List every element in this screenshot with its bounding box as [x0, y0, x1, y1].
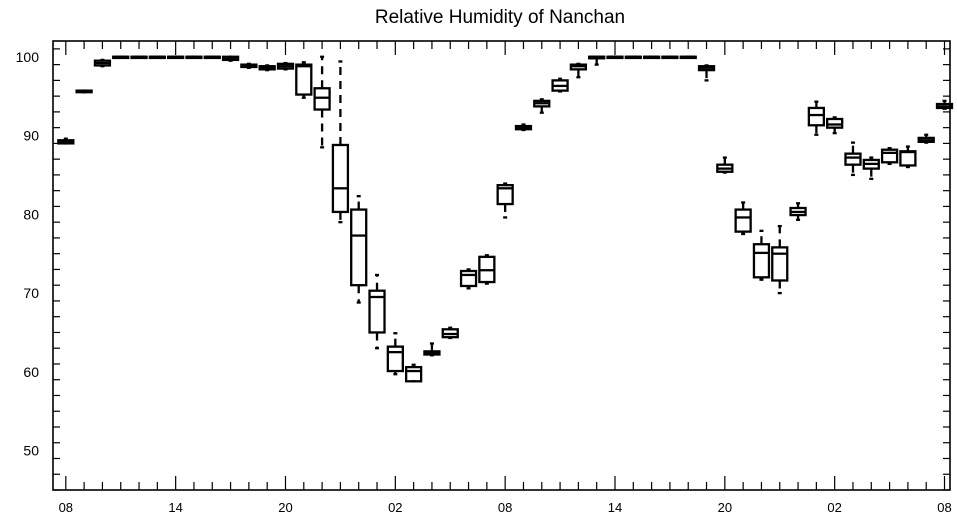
box-hour-43	[844, 141, 862, 177]
y-tick-label: 70	[23, 285, 39, 301]
y-tick-label: 90	[23, 128, 39, 144]
box-hour-5	[148, 55, 166, 60]
iqr-box	[752, 243, 771, 279]
y-tick-label: 50	[23, 443, 39, 459]
box-hour-24	[496, 182, 514, 219]
box-hour-13	[295, 61, 313, 99]
box-hour-2	[93, 58, 112, 68]
box-hour-44	[862, 156, 880, 181]
y-tick-label: 100	[16, 49, 40, 65]
box-hour-25	[514, 123, 533, 132]
plot-frame	[52, 40, 951, 491]
box-hour-45	[880, 146, 899, 166]
box-hour-19	[404, 363, 423, 383]
iqr-box	[313, 87, 331, 111]
box-hour-0	[57, 137, 75, 145]
box-hour-8	[203, 55, 221, 60]
iqr-box	[368, 289, 386, 334]
box-hour-6	[167, 55, 185, 60]
y-tick-label: 60	[23, 364, 39, 380]
box-hour-26	[533, 98, 551, 114]
box-hour-48	[935, 99, 954, 110]
box-hour-36	[716, 156, 734, 174]
y-tick-label: 80	[23, 206, 39, 222]
box-hour-37	[734, 201, 752, 236]
box-hour-7	[185, 55, 203, 60]
box-hour-10	[240, 62, 258, 69]
box-hour-40	[789, 202, 807, 221]
x-tick-label: 14	[168, 500, 182, 515]
box-hour-18	[386, 332, 404, 376]
box-series	[57, 55, 954, 383]
box-hour-42	[826, 116, 844, 135]
y-axis: 50 60 70 80 90 100	[16, 48, 950, 491]
iqr-box	[404, 365, 423, 383]
x-tick-label: 02	[388, 500, 402, 515]
iqr-box	[771, 246, 789, 282]
box-hour-14	[313, 55, 331, 149]
box-hour-16	[350, 195, 368, 304]
iqr-box	[459, 269, 478, 288]
x-tick-label: 08	[498, 500, 512, 515]
box-hour-46	[899, 145, 917, 169]
box-hour-41	[807, 100, 826, 136]
box-hour-34	[679, 55, 697, 60]
box-hour-47	[917, 133, 935, 144]
iqr-box	[844, 152, 862, 166]
x-axis: 08 14 20 02 08 14 20 02 08	[59, 41, 952, 515]
iqr-box	[331, 143, 350, 214]
iqr-box	[350, 208, 368, 287]
box-hour-1	[75, 89, 93, 94]
iqr-box	[899, 150, 917, 167]
box-hour-21	[441, 326, 459, 340]
box-hour-17	[368, 273, 386, 350]
iqr-box	[826, 117, 844, 129]
x-tick-label: 20	[278, 500, 292, 515]
box-hour-15	[331, 60, 350, 224]
box-hour-33	[661, 55, 679, 60]
box-hour-35	[697, 64, 716, 82]
iqr-box	[496, 184, 514, 206]
box-hour-38	[752, 229, 771, 281]
box-hour-22	[459, 268, 478, 290]
iqr-box	[386, 345, 404, 373]
box-hour-11	[258, 64, 276, 72]
x-tick-label: 08	[937, 500, 951, 515]
box-hour-12	[276, 61, 295, 71]
box-hour-32	[642, 55, 661, 60]
box-hour-3	[112, 55, 130, 60]
iqr-box	[807, 106, 826, 127]
chart-title: Relative Humidity of Nanchan	[375, 7, 625, 28]
box-hour-29	[588, 55, 606, 66]
box-hour-39	[771, 224, 789, 295]
box-hour-30	[606, 55, 624, 60]
box-hour-23	[478, 254, 496, 285]
box-hour-9	[221, 55, 240, 62]
box-hour-28	[569, 62, 588, 79]
box-hour-20	[423, 342, 441, 357]
box-hour-27	[551, 77, 569, 93]
box-hour-4	[130, 55, 148, 60]
iqr-box	[295, 63, 313, 96]
iqr-box	[734, 208, 752, 233]
x-tick-label: 08	[59, 500, 73, 515]
box-hour-31	[624, 55, 642, 60]
x-tick-label: 14	[608, 500, 622, 515]
iqr-box	[880, 148, 899, 164]
x-tick-label: 20	[718, 500, 732, 515]
x-tick-label: 02	[827, 500, 841, 515]
